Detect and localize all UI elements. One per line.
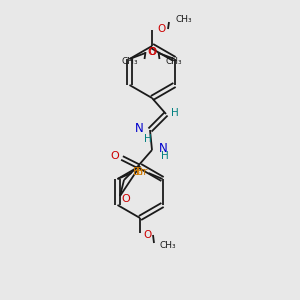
Text: Br: Br	[136, 167, 147, 177]
Text: H: H	[161, 151, 169, 161]
Text: O: O	[122, 194, 130, 204]
Text: H: H	[144, 134, 152, 144]
Text: H: H	[171, 108, 179, 118]
Text: O: O	[157, 24, 165, 34]
Text: O: O	[148, 47, 157, 57]
Text: CH₃: CH₃	[122, 56, 139, 65]
Text: O: O	[111, 151, 119, 161]
Text: CH₃: CH₃	[166, 56, 182, 65]
Text: N: N	[159, 142, 168, 154]
Text: CH₃: CH₃	[160, 242, 177, 250]
Text: CH₃: CH₃	[175, 16, 192, 25]
Text: O: O	[143, 230, 151, 240]
Text: Br: Br	[133, 167, 144, 177]
Text: O: O	[147, 47, 156, 57]
Text: N: N	[135, 122, 144, 134]
